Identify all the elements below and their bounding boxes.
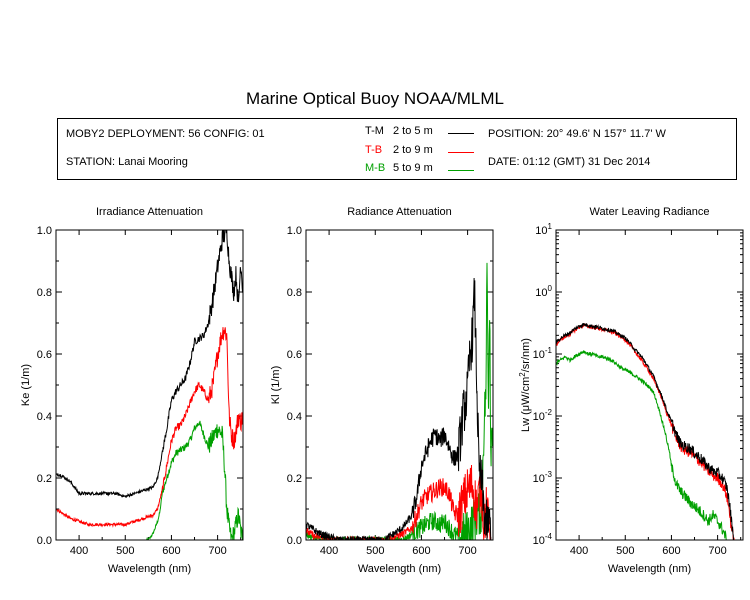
x-axis-label: Wavelength (nm) xyxy=(358,563,441,575)
y-axis-label: Kl (1/m) xyxy=(270,366,282,405)
series-line-m-b xyxy=(145,420,243,540)
y-tick-label: 0.0 xyxy=(37,535,52,547)
info-box: MOBY2 DEPLOYMENT: 56 CONFIG: 01 STATION:… xyxy=(57,118,737,180)
x-tick-label: 400 xyxy=(570,545,588,557)
date-text: DATE: 01:12 (GMT) 31 Dec 2014 xyxy=(488,156,651,168)
chart-panel-1: Irradiance Attenuation Wavelength (nm) Ke … xyxy=(20,206,244,575)
chart-panel-2: Radiance Attenuation Wavelength (nm) Kl (1… xyxy=(270,206,494,575)
plot-frame xyxy=(305,229,494,541)
legend-line-mb xyxy=(448,170,474,171)
deployment-text: MOBY2 DEPLOYMENT: 56 CONFIG: 01 xyxy=(66,128,265,140)
x-tick-label: 700 xyxy=(208,545,226,557)
y-axis-label: Ke (1/m) xyxy=(20,364,32,406)
series-line-t-b xyxy=(56,327,243,528)
position-text: POSITION: 20° 49.6' N 157° 11.7' W xyxy=(488,128,666,140)
y-tick-label: 10-2 xyxy=(533,408,553,423)
x-tick-label: 600 xyxy=(662,545,680,557)
legend-line-tm xyxy=(448,133,474,134)
y-tick-label: 100 xyxy=(535,284,552,299)
x-tick-label: 500 xyxy=(616,545,634,557)
legend-range-tb: 2 to 9 m xyxy=(393,144,433,156)
chart-title: Water Leaving Radiance xyxy=(589,206,709,218)
y-tick-label: 0.0 xyxy=(287,535,302,547)
y-tick-label: 0.4 xyxy=(287,411,302,423)
x-tick-label: 500 xyxy=(366,545,384,557)
chart-title: Radiance Attenuation xyxy=(347,206,452,218)
x-tick-label: 600 xyxy=(162,545,180,557)
x-axis-label: Wavelength (nm) xyxy=(608,563,691,575)
chart-panel-3: Water Leaving Radiance Wavelength (nm) Lw … xyxy=(518,206,744,575)
y-tick-label: 10-3 xyxy=(533,470,553,485)
legend-code-mb: M-B xyxy=(365,162,386,174)
x-axis-label: Wavelength (nm) xyxy=(108,563,191,575)
legend-line-tb xyxy=(448,152,474,153)
series-line-t-m xyxy=(306,277,492,540)
page-title: Marine Optical Buoy NOAA/MLML xyxy=(246,89,504,108)
y-tick-label: 101 xyxy=(535,222,552,237)
plot-frame xyxy=(55,229,244,541)
plot-frame xyxy=(555,229,744,541)
y-tick-label: 0.2 xyxy=(287,473,302,485)
y-axis-label: Lw (μW/cm2/sr/nm) xyxy=(518,338,532,432)
x-tick-label: 500 xyxy=(116,545,134,557)
y-tick-label: 10-4 xyxy=(533,532,553,547)
series-line-t-m xyxy=(556,323,735,540)
y-tick-label: 0.6 xyxy=(287,349,302,361)
x-tick-label: 600 xyxy=(412,545,430,557)
series-line-t-m xyxy=(56,230,243,498)
x-tick-label: 400 xyxy=(70,545,88,557)
chart-title: Irradiance Attenuation xyxy=(96,206,203,218)
series-line-m-b xyxy=(556,350,727,540)
y-tick-label: 1.0 xyxy=(287,225,302,237)
station-text: STATION: Lanai Mooring xyxy=(66,156,188,168)
y-tick-label: 0.2 xyxy=(37,473,52,485)
y-tick-label: 0.6 xyxy=(37,349,52,361)
y-tick-label: 0.8 xyxy=(287,287,302,299)
x-tick-label: 700 xyxy=(458,545,476,557)
y-tick-label: 1.0 xyxy=(37,225,52,237)
y-tick-label: 0.4 xyxy=(37,411,52,423)
legend-code-tm: T-M xyxy=(365,125,384,137)
y-tick-label: 0.8 xyxy=(37,287,52,299)
x-tick-label: 400 xyxy=(320,545,338,557)
legend-range-tm: 2 to 5 m xyxy=(393,125,433,137)
legend-code-tb: T-B xyxy=(365,144,383,156)
legend-range-mb: 5 to 9 m xyxy=(393,162,433,174)
x-tick-label: 700 xyxy=(708,545,726,557)
y-tick-label: 10-1 xyxy=(533,346,553,361)
